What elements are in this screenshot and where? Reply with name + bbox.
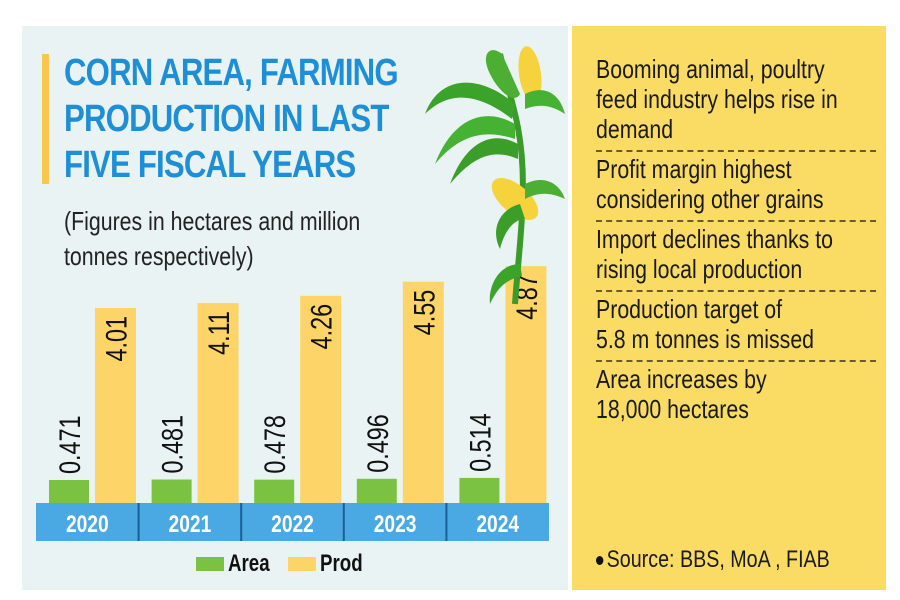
bar-prod-2022 xyxy=(300,295,342,503)
data-label-prod-2020: 4.01 xyxy=(100,316,133,362)
highlight-item: Production target of 5.8 m tonnes is mis… xyxy=(596,292,876,362)
highlight-line: Profit margin highest xyxy=(596,154,792,184)
chart-legend: Area Prod xyxy=(196,550,370,578)
highlights-list: Booming animal, poultry feed industry he… xyxy=(596,52,876,430)
bar-area-2024 xyxy=(459,477,500,503)
highlight-line: considering other grains xyxy=(596,184,824,214)
chart-subtitle: (Figures in hectares and million tonnes … xyxy=(64,204,360,274)
x-tick-label-2020: 2020 xyxy=(66,510,109,538)
highlight-item: Area increases by 18,000 hectares xyxy=(596,362,876,430)
legend-label-prod: Prod xyxy=(320,550,363,577)
bar-prod-2020 xyxy=(95,308,136,503)
highlight-line: Import declines thanks to xyxy=(596,224,834,254)
subtitle-line: (Figures in hectares and million xyxy=(64,206,361,236)
highlight-line: rising local production xyxy=(596,254,803,284)
highlight-item: Import declines thanks to rising local p… xyxy=(596,222,876,292)
data-label-area-2023: 0.496 xyxy=(361,414,394,473)
x-tick-label-2021: 2021 xyxy=(169,510,212,538)
x-tick-label-2022: 2022 xyxy=(271,510,314,538)
bar-area-2023 xyxy=(356,478,397,503)
legend-label-area: Area xyxy=(228,550,270,577)
bullet-icon xyxy=(596,556,604,566)
highlight-line: 18,000 hectares xyxy=(596,394,749,424)
source-note: Source: BBS, MoA , FIAB xyxy=(596,546,830,574)
legend-swatch-area xyxy=(196,557,224,571)
bar-prod-2024 xyxy=(505,266,547,503)
legend-swatch-prod xyxy=(288,557,316,571)
bar-area-2021 xyxy=(151,479,192,503)
data-label-prod-2023: 4.55 xyxy=(408,290,441,336)
data-label-prod-2022: 4.26 xyxy=(305,304,338,350)
bar-prod-2021 xyxy=(197,303,239,503)
highlight-line: Area increases by xyxy=(596,364,767,394)
highlight-item: Booming animal, poultry feed industry he… xyxy=(596,52,876,152)
legend-item-area: Area xyxy=(196,550,278,578)
title-line: FIVE FISCAL YEARS xyxy=(64,144,356,186)
title-line: PRODUCTION IN LAST xyxy=(64,98,389,140)
highlight-line: Production target of xyxy=(596,294,783,324)
year-axis-bar xyxy=(36,503,549,541)
highlight-line: feed industry helps rise in xyxy=(596,84,838,114)
title-accent-bar xyxy=(42,54,49,184)
data-label-area-2024: 0.514 xyxy=(464,413,497,472)
source-text: Source: BBS, MoA , FIAB xyxy=(606,546,830,573)
bar-area-2022 xyxy=(254,479,295,503)
data-label-area-2021: 0.481 xyxy=(156,415,189,474)
bar-prod-2023 xyxy=(402,281,444,503)
title-line: CORN AREA, FARMING xyxy=(64,52,399,94)
bar-area-2020 xyxy=(49,480,89,503)
chart-title: CORN AREA, FARMING PRODUCTION IN LAST FI… xyxy=(64,50,399,188)
legend-item-prod: Prod xyxy=(288,550,370,578)
highlight-item: Profit margin highest considering other … xyxy=(596,152,876,222)
x-tick-label-2024: 2024 xyxy=(476,510,519,538)
subtitle-line: tonnes respectively) xyxy=(64,241,254,271)
data-label-area-2020: 0.471 xyxy=(53,415,86,474)
x-tick-label-2023: 2023 xyxy=(374,510,417,538)
corn-plant-icon xyxy=(425,46,565,305)
data-label-area-2022: 0.478 xyxy=(258,415,291,474)
highlight-line: 5.8 m tonnes is missed xyxy=(596,324,815,354)
highlight-line: demand xyxy=(596,114,674,144)
highlight-line: Booming animal, poultry xyxy=(596,54,825,84)
highlights-panel xyxy=(572,26,886,590)
data-label-prod-2021: 4.11 xyxy=(202,311,235,355)
